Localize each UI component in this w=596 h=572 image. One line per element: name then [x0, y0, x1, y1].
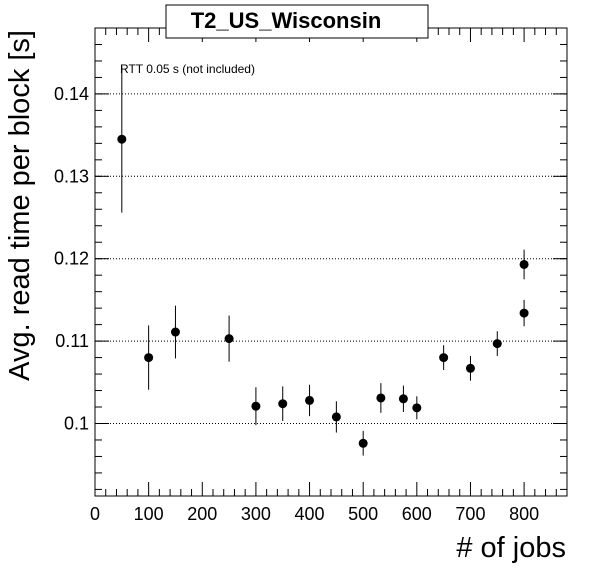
- x-tick-label: 700: [455, 504, 485, 524]
- x-tick-label: 600: [402, 504, 432, 524]
- annotation-text: RTT 0.05 s (not included): [120, 62, 255, 76]
- data-point: [117, 134, 127, 144]
- points-layer: [117, 65, 529, 456]
- data-point: [439, 353, 449, 363]
- grid-layer: [95, 93, 567, 424]
- x-tick-label: 100: [134, 504, 164, 524]
- x-tick-label: 200: [187, 504, 217, 524]
- y-tick-label: 0.14: [54, 84, 89, 104]
- chart-title: T2_US_Wisconsin: [191, 8, 382, 33]
- tick-label-layer: 0.1 0.11 0.12 0.13 0.14 0 100 200 300 400 500 600 70…: [54, 84, 539, 524]
- plot-frame: [94, 27, 568, 497]
- data-point: [251, 401, 261, 411]
- y-tick-label: 0.12: [54, 249, 89, 269]
- y-axis-title: Avg. read time per block [s]: [4, 30, 36, 381]
- x-axis-title: # of jobs: [456, 532, 566, 564]
- tick-layer: [94, 27, 568, 496]
- x-tick-label: 300: [241, 504, 271, 524]
- data-point: [412, 403, 422, 413]
- data-point: [492, 339, 502, 349]
- y-tick-label: 0.11: [55, 331, 89, 351]
- title-box: [165, 4, 429, 39]
- x-tick-label: 400: [295, 504, 325, 524]
- x-tick-label: 0: [90, 504, 100, 524]
- data-point: [376, 393, 386, 403]
- data-point: [519, 259, 529, 269]
- data-point: [144, 353, 154, 363]
- data-point: [358, 438, 368, 448]
- x-tick-label: 500: [348, 504, 378, 524]
- data-point: [170, 327, 180, 337]
- data-point: [331, 412, 341, 422]
- data-point: [305, 395, 315, 405]
- data-point: [224, 334, 234, 344]
- data-point: [398, 394, 408, 404]
- data-point: [465, 363, 475, 373]
- y-tick-label: 0.1: [64, 413, 89, 433]
- data-point: [278, 399, 288, 409]
- y-tick-label: 0.13: [54, 166, 89, 186]
- data-point: [519, 308, 529, 318]
- x-tick-label: 800: [509, 504, 539, 524]
